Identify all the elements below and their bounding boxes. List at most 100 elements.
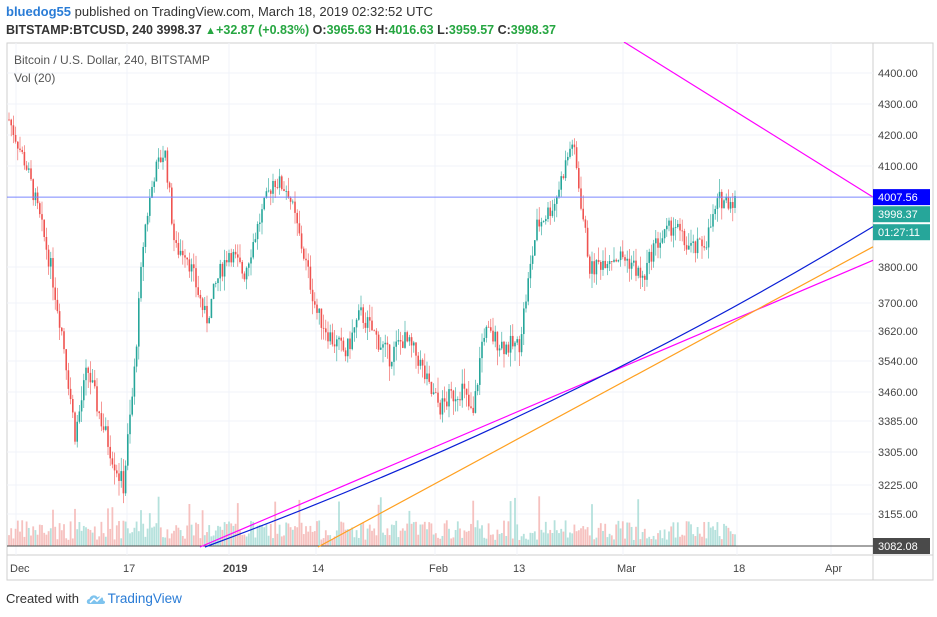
- volume-bar: [628, 522, 631, 546]
- volume-bar: [56, 539, 59, 546]
- volume-bar: [516, 524, 519, 546]
- volume-bar: [366, 528, 369, 546]
- candle-body: [107, 426, 109, 447]
- volume-bar: [421, 524, 424, 546]
- volume-bar: [375, 535, 378, 546]
- candle-body: [127, 434, 129, 466]
- candle-body: [54, 287, 56, 300]
- candle-body: [705, 247, 708, 249]
- volume-bar: [485, 538, 488, 546]
- volume-bar: [606, 537, 609, 546]
- candle-body: [448, 389, 450, 407]
- candle-body: [683, 230, 686, 246]
- volume-bar: [522, 533, 525, 546]
- volume-bar: [184, 538, 186, 546]
- change-text: +32.87 (+0.83%): [216, 23, 310, 37]
- volume-bar: [122, 520, 125, 546]
- author-link[interactable]: bluedog55: [6, 4, 72, 19]
- candle-body: [443, 398, 446, 402]
- volume-bar: [538, 496, 541, 546]
- candle-body: [140, 266, 142, 299]
- volume-bar: [102, 533, 105, 546]
- candle-body: [281, 176, 283, 190]
- chart-frame: [6, 42, 934, 581]
- candle-body: [644, 275, 646, 280]
- price-tick-label: 3700.00: [878, 298, 918, 310]
- candle-body: [725, 196, 727, 201]
- volume-bar: [665, 539, 668, 546]
- volume-bar: [412, 522, 415, 546]
- volume-bar: [573, 524, 576, 546]
- volume-bar: [692, 534, 695, 546]
- volume-bar: [547, 533, 549, 546]
- candle-body: [314, 301, 316, 305]
- candle-body: [531, 255, 534, 264]
- volume-bar: [318, 520, 321, 546]
- trend-curve-blue: [204, 226, 874, 548]
- candle-body: [362, 307, 364, 323]
- candle-body: [190, 264, 193, 272]
- volume-bar: [296, 527, 299, 546]
- volume-bar: [454, 530, 457, 546]
- volume-bar: [626, 522, 629, 546]
- candle-body: [703, 246, 705, 248]
- time-tick-label: 14: [312, 563, 324, 575]
- volume-bar: [285, 522, 288, 546]
- time-axis[interactable]: Dec 17 2019 14 Feb 13 Mar 18 Apr: [10, 563, 842, 575]
- candle-body: [96, 386, 98, 412]
- candle-body: [105, 426, 107, 430]
- volume-bar: [472, 500, 475, 546]
- candle-body: [294, 201, 296, 213]
- candle-body: [142, 246, 144, 267]
- candle-body: [32, 179, 34, 201]
- volume-bar: [613, 539, 615, 546]
- volume-bar: [170, 533, 173, 546]
- candle-body: [608, 261, 611, 265]
- candle-body: [428, 373, 430, 382]
- volume-bar: [481, 525, 483, 546]
- candle-body: [692, 241, 694, 243]
- candle-body: [606, 264, 609, 269]
- candle-body: [364, 322, 367, 328]
- volume-bar: [399, 530, 402, 546]
- candle-body: [630, 262, 633, 269]
- volume-bar: [419, 524, 422, 546]
- trend-lines[interactable]: [199, 42, 874, 548]
- candle-body: [153, 181, 155, 187]
- candle-body: [545, 219, 547, 222]
- price-chart[interactable]: Bitcoin / U.S. Dollar, 240, BITSTAMP Vol…: [0, 42, 937, 582]
- last-price-text: 3998.37: [156, 23, 202, 37]
- candle-body: [450, 389, 452, 391]
- candle-body: [406, 332, 408, 342]
- price-tick-label: 3800.00: [878, 262, 918, 274]
- volume-bar: [652, 535, 655, 546]
- candle-body: [89, 372, 92, 383]
- volume-bar: [23, 536, 26, 546]
- time-tick-label: 17: [123, 563, 135, 575]
- volume-bar: [586, 527, 589, 546]
- volume-bar: [67, 539, 70, 546]
- volume-bar: [107, 508, 109, 546]
- candle-body: [688, 245, 690, 250]
- candle-body: [553, 203, 556, 211]
- candle-body: [204, 305, 206, 311]
- volume-bar: [78, 522, 81, 546]
- volume-bar: [307, 531, 310, 546]
- volume-bar: [177, 527, 180, 546]
- price-axis[interactable]: 4400.00 4300.00 4200.00 4100.00 3800.00 3700.…: [878, 68, 918, 521]
- candle-body: [292, 201, 294, 203]
- candle-body: [283, 189, 285, 192]
- volume-bar: [252, 521, 255, 546]
- candle-body: [527, 278, 529, 302]
- candle-body: [311, 289, 314, 302]
- candle-body: [479, 358, 481, 385]
- volume-bar: [520, 536, 523, 546]
- price-tick-label: 3620.00: [878, 326, 918, 338]
- volume-bar: [525, 538, 527, 546]
- tradingview-brand[interactable]: TradingView: [107, 591, 182, 606]
- candle-body: [289, 197, 292, 202]
- candle-body: [186, 257, 188, 260]
- volume-bar: [417, 534, 420, 546]
- volume-bar: [89, 529, 92, 546]
- candle-body: [340, 337, 342, 341]
